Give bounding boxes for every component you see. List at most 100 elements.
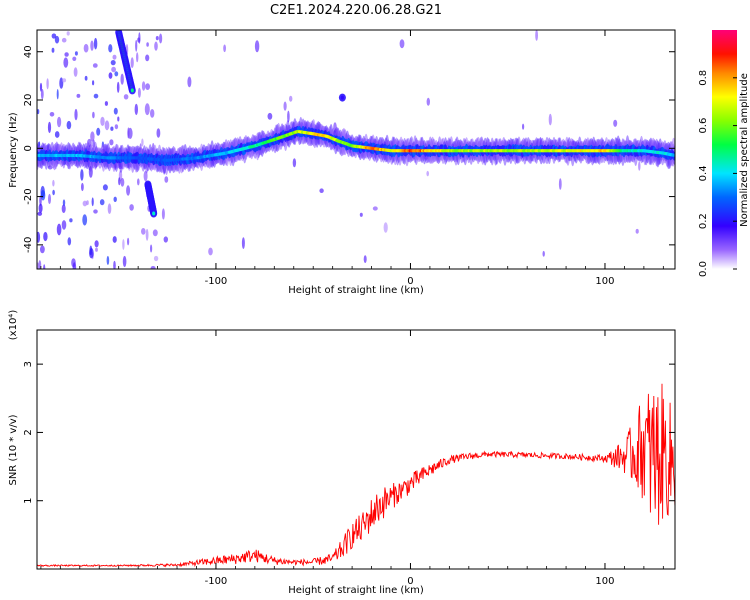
snr-x-ticks: -100 0 100 (40, 330, 664, 587)
heatmap-noise-cell (92, 63, 98, 68)
heatmap-noise-cell (126, 185, 131, 196)
heatmap-noise-cell (37, 211, 43, 216)
heatmap-noise-cell (112, 54, 117, 60)
heatmap-noise-cell (110, 126, 114, 131)
heatmap-noise-cell (92, 80, 95, 86)
heatmap-noise-cell (72, 56, 77, 61)
x-tick-label: 100 (595, 276, 614, 287)
heatmap-noise-cell (54, 131, 60, 138)
heatmap-noise-cell (134, 103, 138, 116)
heatmap-noise-cell (113, 196, 117, 202)
heatmap-noise-cell (90, 40, 94, 51)
heatmap-noise-cell (67, 237, 72, 246)
heatmap-noise-cell (43, 264, 46, 269)
heatmap-noise-cell (130, 57, 134, 69)
y-tick-label: 2 (23, 429, 34, 435)
colorbar: 0.0 0.2 0.4 0.6 0.8 Normalized spectral ampl… (698, 30, 750, 277)
heatmap-noise-cell (426, 97, 430, 106)
colorbar-tick-label: 0.0 (698, 261, 709, 277)
x-tick-label: -100 (205, 576, 228, 587)
heatmap-noise-cell (38, 203, 43, 213)
x-tick-label: -100 (205, 276, 228, 287)
heatmap-noise-cell (93, 37, 98, 50)
heatmap-noise-cell (152, 229, 158, 237)
heatmap-noise-cell (49, 112, 55, 117)
heatmap-noise-cell (141, 228, 146, 235)
heatmap-noise-cell (146, 42, 149, 47)
heatmap-noise-cell (69, 218, 73, 223)
heatmap-noise-cell (120, 73, 124, 85)
y-tick-label: -40 (23, 237, 34, 253)
colorbar-tick-label: 0.8 (698, 70, 709, 86)
heatmap-noise-cell (110, 60, 116, 66)
heatmap-noise-cell (535, 30, 538, 41)
heatmap-noise-cell (145, 83, 151, 90)
heatmap-noise-cell (76, 93, 81, 98)
heatmap-ridge-core (671, 153, 675, 157)
heatmap-noise-cell (80, 169, 84, 181)
y-tick-label: 20 (23, 94, 34, 107)
heatmap-noise-cell (223, 44, 227, 53)
heatmap-noise-cell (542, 250, 545, 257)
heatmap-noise-cell (61, 204, 66, 213)
snr-frame (36, 329, 676, 570)
heatmap-noise-cell (254, 40, 260, 53)
heatmap-noise-cell (122, 239, 125, 250)
heatmap-noise-cell (111, 66, 116, 73)
heatmap-noise-cell (64, 52, 69, 57)
heatmap-noise-cell (558, 178, 562, 190)
heatmap-noise-cell (187, 76, 192, 88)
spectrogram-x-axis-label: Height of straight line (km) (288, 285, 424, 296)
heatmap-noise-cell (92, 111, 95, 119)
heatmap-noise-cell (399, 39, 405, 49)
heatmap-noise-cell (113, 107, 118, 115)
heatmap-noise-cell (159, 33, 163, 44)
heatmap-noise-cell (116, 81, 120, 93)
heatmap-noise-cell (74, 108, 78, 121)
spectrogram-frame (36, 29, 676, 270)
heatmap-noise-cell (145, 54, 150, 62)
heatmap-noise-cell (93, 93, 99, 99)
y-tick-label: 3 (23, 361, 34, 367)
heatmap-noise-cell (122, 255, 127, 268)
heatmap-noise-cell (137, 37, 141, 43)
heatmap-noise-cell (40, 245, 45, 254)
heatmap-noise-cell (108, 44, 113, 53)
heatmap-noise-cell (46, 78, 49, 90)
heatmap-noise-cell (40, 88, 44, 100)
heatmap-noise-cell (74, 51, 78, 56)
heatmap-noise-cell (363, 255, 367, 263)
heatmap-noise-cell (153, 255, 159, 262)
heatmap-noise-cell (241, 237, 245, 250)
snr-plot-area (37, 330, 675, 569)
snr-y-ticks: 1 2 3 (23, 361, 675, 504)
heatmap-noise-cell (150, 109, 155, 118)
heatmap-noise-cell (144, 103, 150, 116)
heatmap-noise-cell (61, 220, 67, 230)
heatmap-noise-cell (43, 231, 48, 242)
heatmap-noise-cell (40, 190, 46, 201)
heatmap-noise-cell (48, 193, 51, 205)
heatmap-noise-cell (56, 89, 59, 100)
heatmap-noise-cell (89, 248, 94, 259)
spectrogram-heatmap (37, 30, 675, 269)
heatmap-noise-cell (66, 31, 70, 36)
y-tick-label: 1 (23, 498, 34, 504)
heatmap-noise-cell (292, 158, 297, 168)
heatmap-noise-cell (84, 75, 88, 81)
spectrogram-y-ticks: -40 -20 0 20 40 (23, 45, 675, 253)
heatmap-feature-core (340, 95, 344, 100)
heatmap-noise-cell (106, 255, 110, 265)
spectrogram-x-ticks: -100 0 100 (40, 30, 664, 287)
heatmap-noise-cell (137, 87, 141, 98)
heatmap-noise-cell (283, 101, 287, 111)
heatmap-noise-cell (62, 78, 67, 83)
heatmap-noise-cell (150, 266, 156, 269)
heatmap-noise-cell (93, 209, 98, 214)
snr-series-line (36, 383, 676, 568)
heatmap-noise-cell (82, 214, 88, 226)
heatmap-noise-cell (372, 206, 378, 211)
heatmap-noise-cell (51, 33, 57, 39)
heatmap-noise-cell (289, 95, 293, 102)
